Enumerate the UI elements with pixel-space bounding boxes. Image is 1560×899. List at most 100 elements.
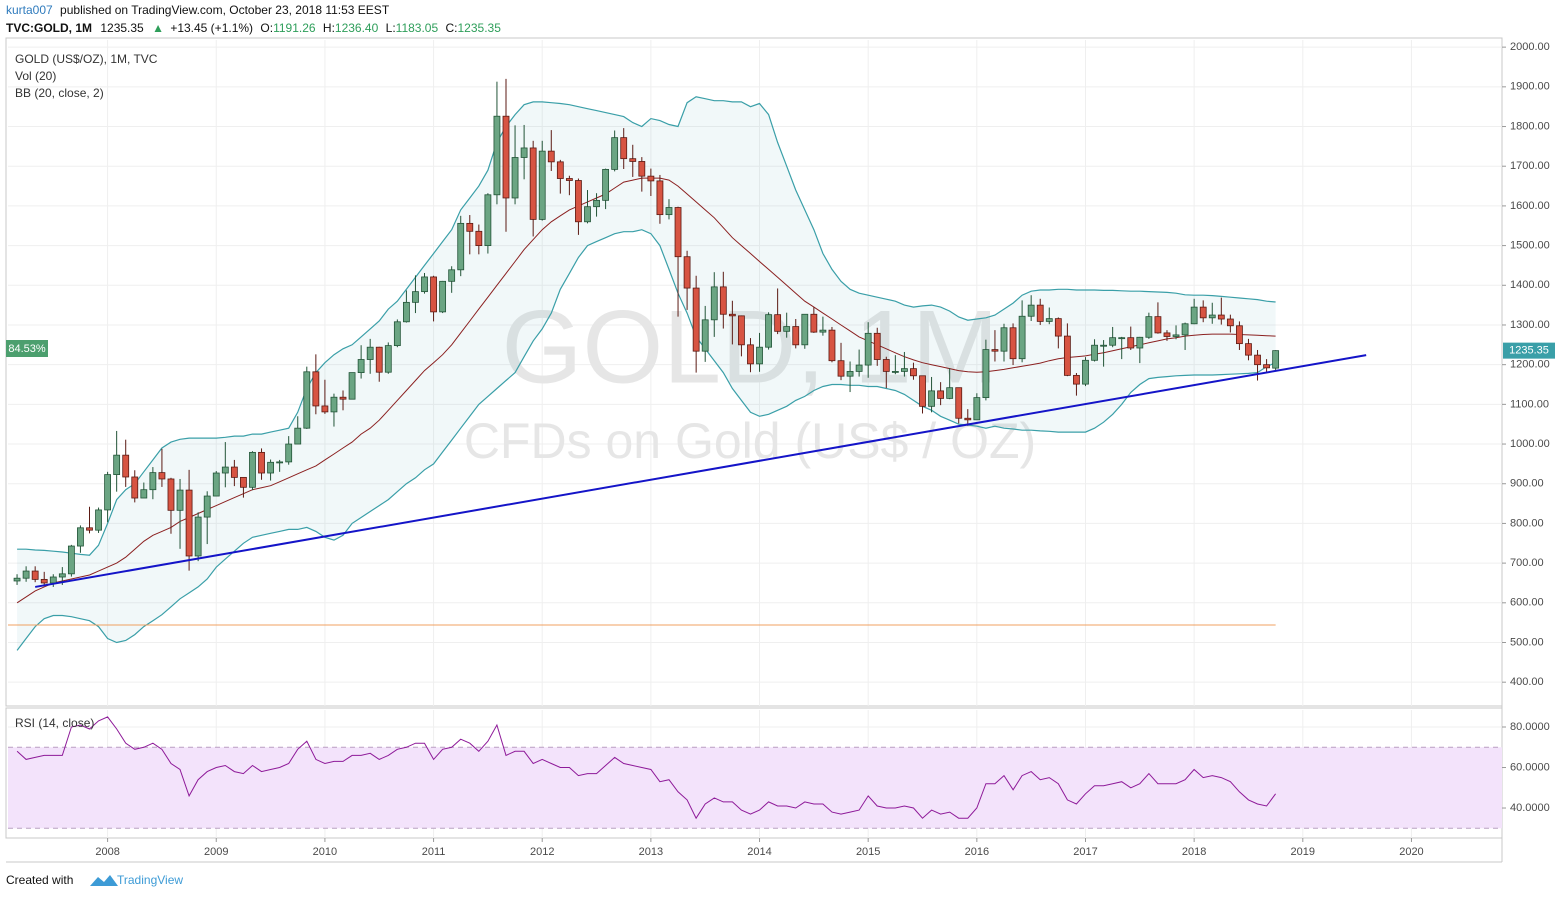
candle-body [22, 570, 30, 579]
candle-body [964, 417, 972, 421]
candle-body [475, 230, 483, 246]
candle-body [1236, 325, 1243, 345]
y-tick-label: 1400.00 [1510, 279, 1550, 291]
candle-body [375, 346, 383, 373]
candle-body [1217, 314, 1225, 320]
candle-body [864, 332, 872, 366]
candle-body [575, 180, 582, 223]
candle-body [321, 405, 329, 413]
y-tick-label: 1700.00 [1510, 160, 1550, 172]
candle-body [565, 178, 573, 181]
candle-body [140, 489, 148, 499]
left-label-box [6, 340, 48, 357]
candle-body [357, 359, 365, 374]
candle-body [149, 472, 157, 491]
x-tick-label: 2008 [95, 846, 119, 858]
candle-body [556, 161, 564, 179]
candle-body [1154, 316, 1162, 334]
candle-body [529, 147, 537, 220]
y-tick-label: 1100.00 [1510, 398, 1549, 410]
candle-body [339, 396, 347, 400]
candle-body [104, 474, 111, 511]
candle-body [1226, 318, 1234, 327]
candle-body [185, 489, 193, 557]
candle-body [1145, 316, 1153, 338]
candle-body [855, 364, 863, 372]
candle-body [656, 180, 664, 216]
y-tick-label: 1600.00 [1510, 200, 1550, 212]
candle-body [466, 222, 474, 232]
trendline [34, 354, 1367, 588]
last-price-box [1503, 342, 1555, 359]
candle-body [230, 466, 238, 478]
candle-body [1054, 318, 1062, 337]
x-tick-label: 2016 [965, 846, 989, 858]
candle-body [719, 286, 727, 315]
candle-body [176, 489, 184, 511]
candle-body [1109, 337, 1117, 346]
candle-body [49, 576, 57, 584]
bb-upper [17, 96, 1276, 556]
ohlc-label: O: [260, 21, 273, 35]
ohlc-value: 1183.05 [396, 21, 439, 35]
y-tick-label: 1900.00 [1510, 81, 1550, 93]
y-tick-label: 1500.00 [1510, 240, 1550, 252]
candle-body [891, 371, 899, 373]
author[interactable]: kurta007 [6, 3, 53, 17]
candle-body [86, 527, 93, 531]
candle-body [194, 516, 202, 557]
candle-body [756, 346, 763, 365]
candle-body [1100, 344, 1107, 347]
candle-body [828, 329, 836, 362]
candle-body [520, 147, 528, 158]
candle-body [511, 157, 519, 199]
candle-body [837, 360, 845, 377]
y-tick-label: 900.00 [1510, 478, 1544, 490]
candle-body [1000, 327, 1008, 352]
change-arrow: ▲ [152, 21, 164, 35]
candle-body [1118, 337, 1126, 340]
candle-body [221, 466, 229, 474]
candle-body [448, 269, 456, 282]
footer-created: Created with [6, 873, 73, 887]
candle-body [240, 476, 247, 488]
logo [90, 875, 118, 886]
candle-body [421, 276, 428, 293]
candle-body [40, 578, 48, 584]
candle-body [910, 368, 917, 377]
y-tick-label: 600.00 [1510, 597, 1544, 609]
candle-body [1272, 350, 1280, 369]
candle-body [982, 349, 990, 399]
candle-body [212, 472, 220, 497]
candle-body [547, 150, 555, 163]
candle-body [113, 454, 121, 476]
candle-body [1082, 359, 1089, 385]
footer-brand[interactable]: TradingView [117, 873, 183, 887]
x-tick-label: 2011 [422, 846, 446, 858]
candle-body [1018, 315, 1026, 360]
candle-body [457, 222, 465, 271]
legend-entry: BB (20, close, 2) [15, 86, 104, 100]
candle-body [393, 321, 401, 347]
candle-body [873, 332, 881, 360]
x-tick-label: 2015 [856, 846, 880, 858]
y-tick-label: 1200.00 [1510, 359, 1550, 371]
candle-body [629, 158, 637, 162]
candle-body [384, 345, 392, 373]
candle-body [882, 359, 890, 372]
x-tick-label: 2014 [747, 846, 771, 858]
rsi-line [16, 716, 1277, 820]
last-price-label: 1235.35 [1509, 345, 1549, 357]
candle-body [1073, 374, 1080, 385]
candle-body [674, 207, 682, 258]
candle-body [95, 509, 102, 531]
candle-body [131, 476, 139, 499]
bb-fill [17, 96, 1276, 651]
x-tick-label: 2010 [313, 846, 337, 858]
candle-body [58, 573, 66, 578]
candle-body [810, 313, 818, 333]
candle-body [801, 313, 809, 346]
candle-body [991, 349, 999, 352]
